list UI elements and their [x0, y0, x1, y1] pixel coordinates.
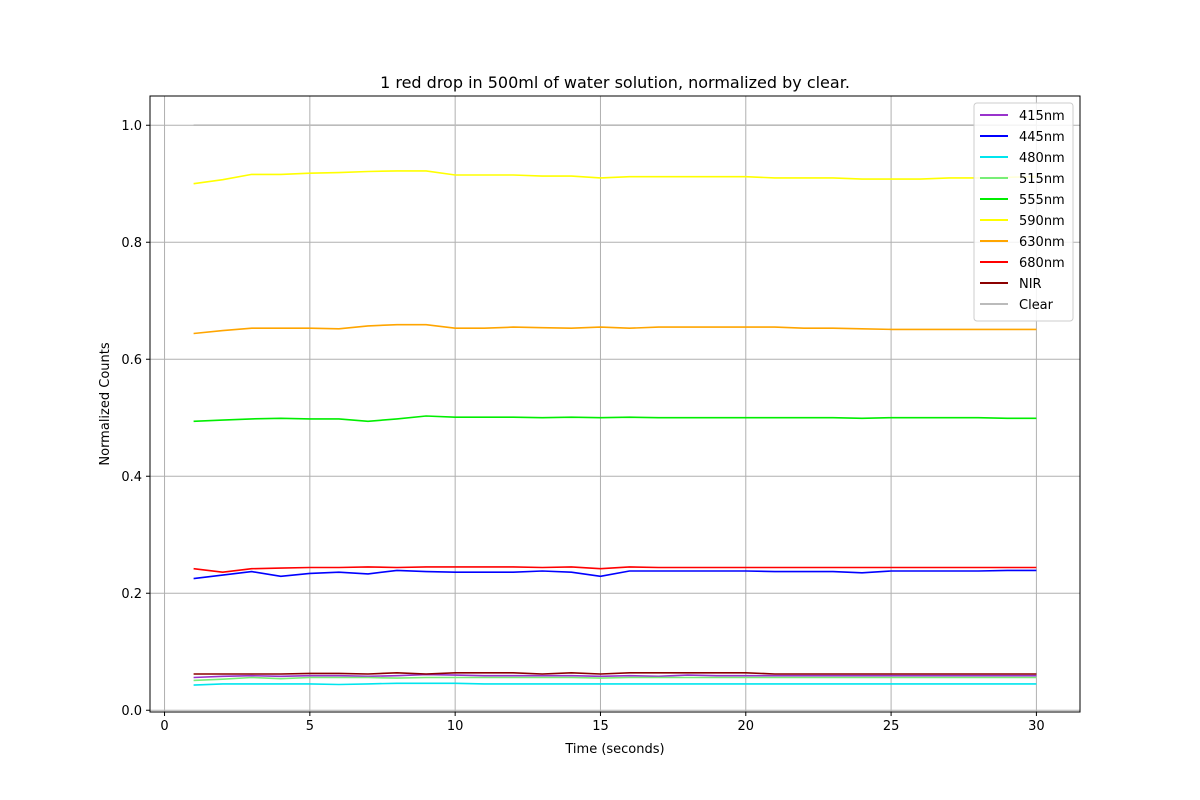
series-line-680nm	[193, 566, 1037, 574]
legend-item: 445nm	[980, 130, 1065, 145]
x-axis-label: Time (seconds)	[564, 742, 664, 757]
x-tick-label: 10	[447, 719, 464, 734]
y-tick-label: 0.2	[121, 587, 142, 602]
y-tick-label: 0.0	[121, 704, 142, 719]
y-tick-label: 1.0	[121, 119, 142, 134]
y-axis-label: Normalized Counts	[98, 342, 113, 465]
plot-frame	[149, 95, 1081, 713]
series-line-515nm	[193, 676, 1037, 682]
x-tick-label: 0	[160, 719, 168, 734]
chart-title: 1 red drop in 500ml of water solution, n…	[380, 73, 850, 92]
legend-item: 680nm	[980, 256, 1065, 271]
legend-item: 515nm	[980, 172, 1065, 187]
series-line-415nm	[193, 673, 1037, 679]
y-tick-label: 0.6	[121, 353, 142, 368]
x-tick-label: 25	[883, 719, 900, 734]
legend-label: NIR	[1019, 277, 1042, 292]
series-line-445nm	[193, 569, 1037, 580]
legend-item: 555nm	[980, 193, 1065, 208]
legend-item: 415nm	[980, 109, 1065, 124]
legend-label: 630nm	[1019, 235, 1065, 250]
legend-item: 590nm	[980, 214, 1065, 229]
legend-label: 515nm	[1019, 172, 1065, 187]
legend-label: 680nm	[1019, 256, 1065, 271]
legend-label: Clear	[1019, 298, 1054, 313]
series-line-480nm	[193, 682, 1037, 686]
legend-label: 415nm	[1019, 109, 1065, 124]
legend-item: 630nm	[980, 235, 1065, 250]
x-tick-label: 15	[592, 719, 609, 734]
series-line-630nm	[193, 323, 1037, 335]
grid-layer	[150, 96, 1080, 712]
series-line-590nm	[193, 170, 1037, 185]
y-tick-label: 0.8	[121, 236, 142, 251]
legend: 415nm 445nm 480nm 515nm 555nm 590nm 630nm 680nm…	[973, 102, 1074, 322]
legend-item: Clear	[980, 298, 1054, 313]
legend-item: 480nm	[980, 151, 1065, 166]
legend-label: 445nm	[1019, 130, 1065, 145]
y-tick-label: 0.4	[121, 470, 142, 485]
legend-label: 555nm	[1019, 193, 1065, 208]
legend-label: 590nm	[1019, 214, 1065, 229]
series-line-nir	[193, 671, 1037, 675]
legend-item: NIR	[980, 277, 1042, 292]
series-line-555nm	[193, 415, 1037, 423]
x-tick-label: 5	[306, 719, 314, 734]
legend-label: 480nm	[1019, 151, 1065, 166]
x-tick-label: 20	[738, 719, 755, 734]
x-tick-label: 30	[1028, 719, 1045, 734]
series-layer	[193, 124, 1037, 686]
tick-layer: 0 5 10 15 20 25 30 0.0 0.2 0.4 0.6 0.8 1.0	[121, 119, 1044, 734]
